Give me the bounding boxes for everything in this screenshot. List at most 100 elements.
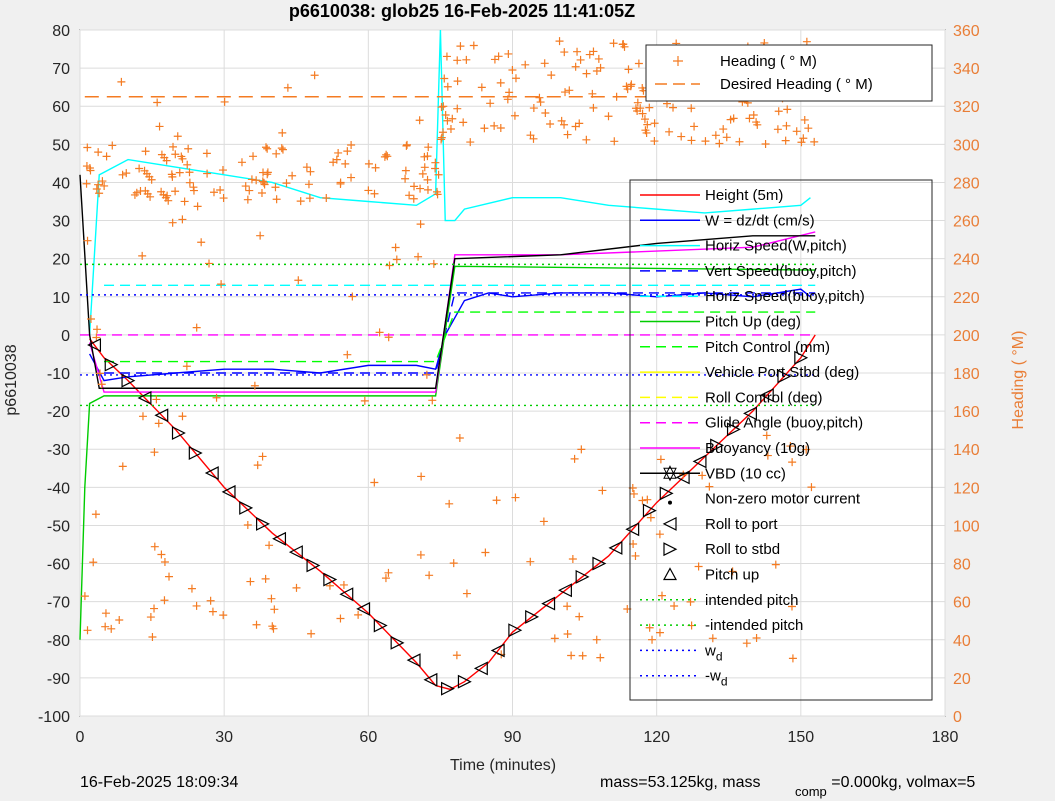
heading-marker (341, 159, 350, 168)
heading-marker (83, 236, 92, 245)
series-line (88, 231, 816, 393)
heading-marker (272, 149, 281, 158)
heading-marker (218, 166, 227, 175)
roll-marker (743, 406, 757, 421)
roll-marker (373, 618, 388, 633)
heading-marker (101, 622, 110, 631)
heading-marker (187, 584, 196, 593)
heading-marker (155, 122, 164, 131)
heading-marker (102, 152, 111, 161)
heading-marker (469, 41, 478, 50)
heading-marker (417, 472, 426, 481)
heading-marker (596, 653, 605, 662)
heading-marker (665, 127, 674, 136)
heading-marker (171, 150, 180, 159)
roll-marker (473, 661, 488, 676)
heading-marker (162, 156, 171, 165)
heading-marker (762, 431, 771, 440)
roll-marker (625, 522, 640, 537)
heading-marker (168, 172, 177, 181)
heading-marker (422, 370, 431, 379)
heading-marker (563, 130, 572, 139)
heading-marker (540, 59, 549, 68)
roll-marker (239, 500, 254, 515)
y2-tick-label: 80 (953, 557, 971, 574)
heading-marker (185, 168, 194, 177)
heading-marker (160, 596, 169, 605)
heading-marker (193, 202, 202, 211)
heading-marker (348, 292, 357, 301)
roll-marker (710, 438, 725, 453)
x-tick-label: 90 (504, 729, 522, 746)
heading-marker (655, 530, 664, 539)
heading-marker (118, 462, 127, 471)
x-tick-label: 60 (359, 729, 377, 746)
legend-label: Vehicle Port Stbd (deg) (705, 364, 859, 381)
heading-marker (261, 574, 270, 583)
heading-legend-label: Desired Heading ( ° M) (720, 76, 873, 93)
heading-marker (381, 574, 390, 583)
heading-marker (414, 252, 423, 261)
heading-marker (148, 632, 157, 641)
roll-marker (508, 623, 523, 638)
heading-marker (575, 612, 584, 621)
roll-marker (525, 609, 540, 624)
heading-marker (496, 123, 505, 132)
y2-tick-label: 120 (953, 480, 980, 497)
heading-marker (92, 185, 101, 194)
heading-marker (694, 562, 703, 571)
roll-marker (154, 408, 169, 423)
heading-marker (511, 74, 520, 83)
heading-marker (423, 175, 432, 184)
roll-marker (659, 486, 674, 501)
y-tick-label: -70 (47, 595, 70, 612)
heading-marker (416, 220, 425, 229)
heading-marker (392, 255, 401, 264)
heading-marker (802, 445, 811, 454)
heading-marker (252, 176, 261, 185)
heading-marker (807, 483, 816, 492)
heading-marker (555, 37, 564, 46)
heading-marker (669, 103, 678, 112)
heading-marker (307, 629, 316, 638)
heading-marker (219, 194, 228, 203)
roll-marker (794, 350, 809, 365)
heading-marker (197, 238, 206, 247)
heading-marker (701, 137, 710, 146)
legend-label: intended pitch (705, 592, 798, 609)
heading-marker (100, 181, 109, 190)
heading-marker (401, 174, 410, 183)
heading-marker (282, 179, 291, 188)
legend-label-sub: d (716, 649, 723, 663)
heading-marker (656, 455, 665, 464)
y-tick-label: -40 (47, 480, 70, 497)
roll-marker (171, 426, 186, 440)
heading-marker (428, 396, 437, 405)
roll-marker (592, 556, 607, 571)
legend-label: Glide Angle (buoy,pitch) (705, 415, 863, 432)
heading-marker (364, 186, 373, 195)
heading-marker (440, 74, 449, 83)
legend-label: Pitch Up (deg) (705, 314, 801, 331)
x-tick-label: 180 (932, 729, 959, 746)
series-line (88, 29, 811, 335)
heading-marker (598, 486, 607, 495)
roll-marker (726, 422, 741, 437)
legend-label: Pitch Control (mm) (705, 339, 830, 356)
roll-marker (104, 357, 119, 372)
legend-label: Non-zero motor current (705, 491, 861, 508)
heading-marker (596, 63, 605, 72)
heading-marker (82, 179, 91, 188)
y-tick-label: -10 (47, 366, 70, 383)
heading-marker (505, 88, 514, 97)
heading-marker (631, 551, 640, 560)
heading-marker (449, 559, 458, 568)
heading-marker (354, 610, 363, 619)
heading-marker (334, 148, 343, 157)
footer-mass: mass=53.125kg, mass comp =0.000kg, volma… (600, 774, 975, 800)
heading-marker (336, 179, 345, 188)
heading-marker (171, 187, 180, 196)
heading-marker (164, 196, 173, 205)
heading-marker (657, 591, 666, 600)
heading-marker (89, 558, 98, 567)
